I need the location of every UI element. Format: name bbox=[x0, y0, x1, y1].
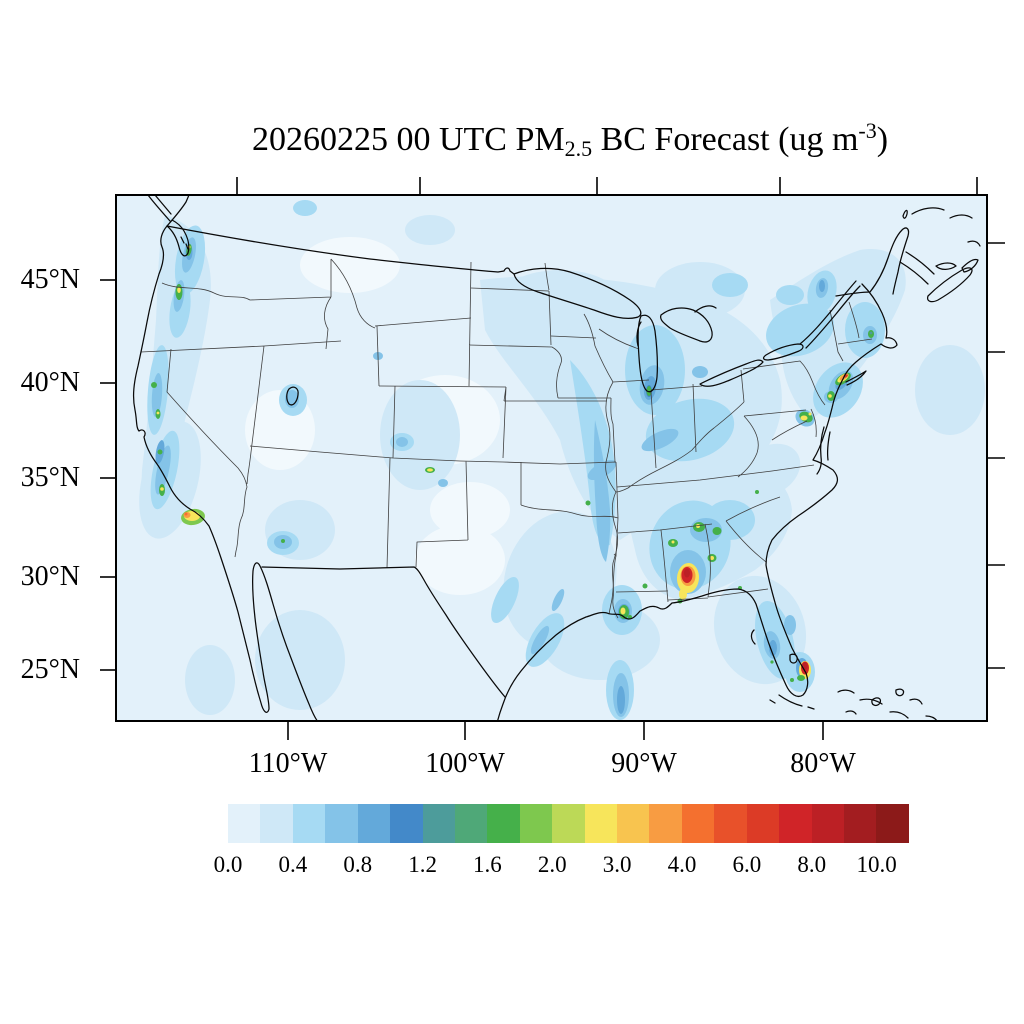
colorbar-segment bbox=[487, 804, 520, 843]
lat-tick-label-30n: 30°N bbox=[20, 561, 80, 592]
hotspot-chicago bbox=[646, 386, 652, 396]
colorbar bbox=[228, 804, 909, 843]
colorbar-segment bbox=[746, 804, 780, 843]
colorbar-tick-label: 0.0 bbox=[213, 852, 243, 877]
title-subscript: 2.5 bbox=[564, 136, 593, 161]
colorbar-segment bbox=[357, 804, 391, 843]
colorbar-tick-label: 4.0 bbox=[667, 852, 697, 877]
hotspot-phoenix bbox=[281, 539, 285, 543]
lon-tick-label-110w: 110°W bbox=[248, 748, 328, 779]
title-prefix: 20260225 00 UTC PM bbox=[251, 121, 565, 158]
hotspot-memphis bbox=[585, 500, 591, 506]
lat-tick-label-35n: 35°N bbox=[20, 462, 80, 493]
hotspot-atlanta-cluster bbox=[642, 490, 759, 590]
chart-title: 20260225 00 UTC PM2.5 BC Forecast (ug m-… bbox=[150, 118, 990, 162]
colorbar-tick-label: 1.2 bbox=[408, 852, 437, 877]
hotspot-boston bbox=[868, 330, 874, 338]
lat-tick-label-45n: 45°N bbox=[20, 264, 80, 295]
colorbar-segment bbox=[649, 804, 682, 843]
lat-tick-label-40n: 40°N bbox=[20, 367, 80, 398]
title-superscript: -3 bbox=[858, 118, 877, 143]
colorbar-segment bbox=[292, 804, 326, 843]
lon-tick-label-100w: 100°W bbox=[425, 748, 505, 779]
colorbar-segment bbox=[228, 804, 261, 843]
colorbar-segment bbox=[454, 804, 488, 843]
colorbar-tick-label: 10.0 bbox=[856, 852, 897, 877]
colorbar-segment bbox=[519, 804, 553, 843]
colorbar-segment bbox=[325, 804, 358, 843]
colorbar-tick-label: 6.0 bbox=[732, 852, 762, 877]
colorbar-tick-label: 1.6 bbox=[473, 852, 502, 877]
hotspot-baltimore-washington bbox=[799, 411, 813, 423]
colorbar-segment bbox=[681, 804, 715, 843]
colorbar-tick-label: 0.8 bbox=[343, 852, 373, 877]
state-borders bbox=[140, 258, 873, 619]
hotspot-west-texas bbox=[425, 467, 435, 473]
pollution-field bbox=[139, 200, 985, 720]
axis-ticks bbox=[100, 177, 1005, 740]
hotspot-portland bbox=[175, 284, 183, 300]
colorbar-tick-label: 3.0 bbox=[602, 852, 632, 877]
colorbar-segment bbox=[260, 804, 293, 843]
colorbar-segment bbox=[779, 804, 812, 843]
title-suffix: ) bbox=[876, 121, 889, 158]
colorbar-tick-label: 0.4 bbox=[278, 852, 308, 877]
colorbar-segment bbox=[714, 804, 747, 843]
colorbar-segment bbox=[617, 804, 650, 843]
coastlines bbox=[132, 195, 981, 721]
colorbar-segment bbox=[876, 804, 909, 843]
lat-tick-label-25n: 25°N bbox=[20, 654, 80, 685]
hotspot-alabama-max bbox=[676, 563, 700, 604]
hotspot-philadelphia bbox=[827, 391, 835, 401]
title-middle: BC Forecast (ug m bbox=[592, 121, 859, 158]
hotspot-california-valley bbox=[151, 382, 165, 496]
colorbar-tick-label: 2.0 bbox=[537, 852, 567, 877]
lon-tick-label-90w: 90°W bbox=[611, 748, 677, 779]
colorbar-labels: 0.0 0.4 0.8 1.2 1.6 2.0 3.0 4.0 6.0 8.0 10.0 bbox=[214, 852, 909, 882]
colorbar-segment bbox=[552, 804, 585, 843]
colorbar-segment bbox=[390, 804, 423, 843]
colorbar-tick-label: 8.0 bbox=[797, 852, 827, 877]
colorbar-segment bbox=[422, 804, 455, 843]
colorbar-segment bbox=[584, 804, 618, 843]
lon-tick-label-80w: 80°W bbox=[790, 748, 856, 779]
colorbar-segment bbox=[811, 804, 845, 843]
colorbar-segment bbox=[844, 804, 877, 843]
hotspot-los-angeles bbox=[181, 508, 205, 526]
